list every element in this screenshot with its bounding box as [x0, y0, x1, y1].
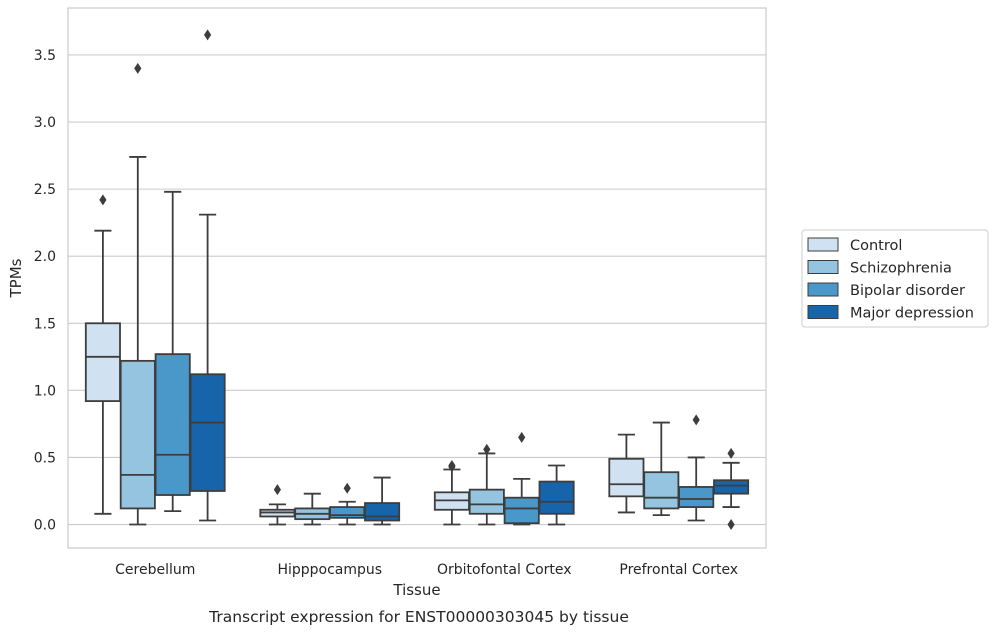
box-iqr — [643, 471, 680, 510]
y-tick-label: 1.0 — [34, 383, 56, 399]
box-3-3 — [713, 447, 750, 531]
x-tick-labels: Cerebellum Hipppocampus Orbitofontal Corte… — [115, 562, 738, 578]
box-iqr — [503, 496, 540, 525]
outlier-point — [448, 461, 456, 473]
legend-label: Bipolar disorder — [850, 283, 965, 299]
box-2-2 — [503, 431, 540, 526]
box-3-1 — [364, 476, 401, 526]
y-tick-labels: 0.0 0.5 1.0 1.5 2.0 2.5 3.0 3.5 — [34, 48, 56, 534]
legend-label: Schizophrenia — [850, 261, 952, 277]
x-axis-title: Tissue — [392, 581, 440, 599]
box-0-3 — [608, 433, 645, 514]
plot-frame — [67, 7, 767, 549]
box-1-2 — [468, 443, 505, 526]
box-iqr — [538, 480, 575, 515]
box-1-3 — [643, 421, 680, 517]
outlier-point — [134, 62, 142, 74]
legend-label: Control — [850, 238, 902, 254]
outlier-point — [99, 194, 107, 206]
box-3-0 — [189, 29, 226, 522]
outlier-point — [204, 29, 212, 41]
y-axis-title: TPMs — [7, 258, 25, 298]
box-groups — [84, 29, 750, 531]
box-iqr — [119, 359, 156, 510]
outlier-point — [727, 519, 735, 531]
box-0-1 — [259, 484, 296, 526]
y-tick-label: 3.0 — [34, 115, 56, 131]
box-3-2 — [538, 464, 575, 526]
legend-label: Major depression — [850, 306, 974, 322]
y-tick-label: 0.5 — [34, 450, 56, 466]
y-tick-label: 2.5 — [34, 182, 56, 198]
legend: Control Schizophrenia Bipolar disorder Majo… — [801, 229, 989, 328]
box-1-0 — [119, 62, 156, 526]
box-0-2 — [433, 459, 470, 526]
y-tick-label: 0.0 — [34, 518, 56, 534]
box-iqr — [713, 479, 750, 495]
legend-swatch — [807, 282, 839, 297]
outlier-point — [343, 482, 351, 494]
x-tick-label: Prefrontal Cortex — [619, 562, 738, 578]
outlier-point — [727, 447, 735, 459]
box-iqr — [189, 373, 226, 492]
legend-swatch — [807, 237, 839, 252]
legend-swatch — [807, 260, 839, 274]
box-iqr — [608, 457, 645, 498]
legend-swatch — [807, 305, 839, 319]
box-2-1 — [329, 482, 366, 526]
x-tick-label: Hipppocampus — [277, 562, 382, 578]
y-tick-label: 1.5 — [34, 316, 56, 332]
box-iqr — [468, 488, 505, 515]
box-iqr — [678, 486, 715, 508]
box-iqr — [154, 353, 191, 496]
x-tick-label: Cerebellum — [115, 562, 195, 578]
box-iqr — [84, 322, 121, 402]
legend-frame — [801, 229, 989, 328]
chart-caption: Transcript expression for ENST0000030304… — [208, 608, 629, 626]
box-iqr — [329, 506, 366, 519]
box-iqr — [364, 502, 401, 522]
box-0-0 — [84, 194, 121, 515]
x-tick-label: Orbitofontal Cortex — [437, 562, 572, 578]
outlier-point — [483, 443, 491, 455]
outlier-point — [273, 484, 281, 496]
box-2-0 — [154, 190, 191, 513]
y-tick-label: 3.5 — [34, 48, 56, 64]
box-1-1 — [294, 492, 331, 526]
outlier-point — [692, 414, 700, 426]
y-tick-label: 2.0 — [34, 249, 56, 265]
box-2-3 — [678, 414, 715, 522]
outlier-point — [518, 431, 526, 443]
